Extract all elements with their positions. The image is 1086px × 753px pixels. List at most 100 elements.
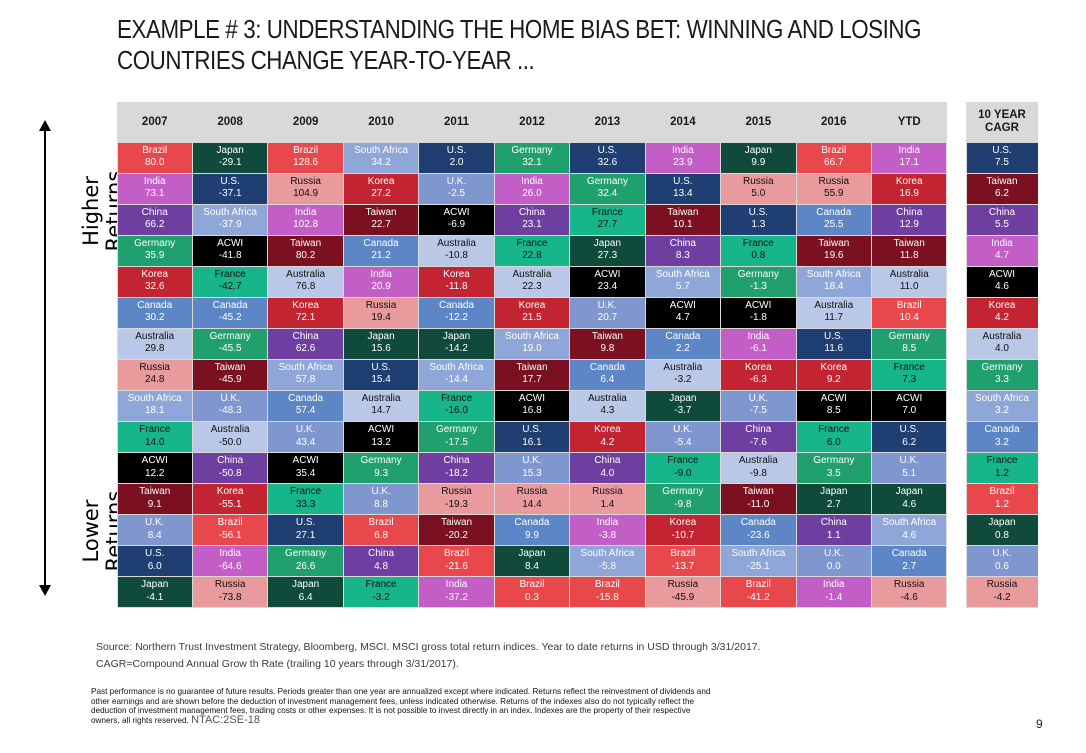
return-cell: Japan 8.4 xyxy=(494,546,570,577)
country-name: France xyxy=(818,424,850,436)
return-cell: France 0.8 xyxy=(721,235,796,266)
return-cell: South Africa 5.7 xyxy=(645,266,721,297)
cagr-cell: Canada 3.2 xyxy=(966,422,1038,453)
country-name: Australia xyxy=(361,392,401,404)
return-value: -3.7 xyxy=(674,405,692,417)
return-cell: Russia 104.9 xyxy=(268,173,343,204)
return-cell: U.S. 6.2 xyxy=(872,422,947,453)
country-name: U.S. xyxy=(522,424,542,436)
return-value: 8.3 xyxy=(675,250,690,262)
return-cell: U.S. 6.0 xyxy=(117,546,192,577)
column-header: YTD xyxy=(897,115,921,128)
return-value: 4.8 xyxy=(374,560,389,572)
country-name: South Africa xyxy=(655,268,710,280)
return-cell: China 12.9 xyxy=(872,204,947,235)
return-cell: U.K. 15.3 xyxy=(494,453,570,484)
return-cell: U.S. 2.0 xyxy=(419,142,494,173)
return-value: 76.8 xyxy=(295,281,316,293)
return-value: 5.0 xyxy=(751,188,766,200)
return-value: 16.1 xyxy=(522,436,542,448)
return-cell: India -3.8 xyxy=(570,515,645,546)
country-name: India xyxy=(672,144,694,156)
return-cell: Germany 8.5 xyxy=(872,328,947,359)
return-cell: Japan -14.2 xyxy=(419,328,494,359)
country-name: India xyxy=(521,175,543,187)
country-name: Germany xyxy=(209,330,251,342)
country-name: Taiwan xyxy=(742,486,774,498)
return-value: 104.9 xyxy=(293,188,319,200)
return-value: 2.7 xyxy=(902,560,917,572)
return-value: 6.2 xyxy=(902,436,917,448)
return-cell: Russia -73.8 xyxy=(192,577,268,608)
return-value: 6.0 xyxy=(826,436,841,448)
country-name: South Africa xyxy=(580,548,635,560)
return-value: 3.5 xyxy=(826,467,841,479)
return-value: 18.1 xyxy=(144,405,165,417)
country-name: Korea xyxy=(141,268,169,280)
return-cell: China 62.6 xyxy=(268,328,343,359)
return-cell: Russia -45.9 xyxy=(645,577,721,608)
return-value: -4.1 xyxy=(146,591,164,603)
return-cell: ACWI -41.8 xyxy=(192,235,268,266)
return-value: -1.3 xyxy=(749,281,767,293)
country-name: India xyxy=(898,144,921,156)
return-value: 66.2 xyxy=(144,219,165,231)
return-value: 2.7 xyxy=(826,498,841,510)
return-value: -4.6 xyxy=(900,591,918,603)
return-cell: Taiwan 19.6 xyxy=(796,235,871,266)
return-value: 10.4 xyxy=(899,312,919,324)
cagr-cell: South Africa 3.2 xyxy=(966,390,1038,422)
return-cell: Germany -45.5 xyxy=(192,328,268,359)
cagr-cell: Australia 4.0 xyxy=(966,328,1038,359)
country-name: South Africa xyxy=(505,330,559,342)
country-name: Australia xyxy=(982,330,1022,342)
country-name: Russia xyxy=(441,486,472,498)
country-name: Korea xyxy=(669,517,697,529)
return-cell: U.K. 20.7 xyxy=(570,297,645,328)
country-name: Japan xyxy=(744,144,772,156)
return-value: -50.0 xyxy=(218,436,242,448)
return-value: 27.1 xyxy=(295,529,316,541)
country-name: U.K. xyxy=(899,455,919,467)
return-value: -14.2 xyxy=(445,343,468,355)
return-cell: China 4.8 xyxy=(343,546,419,577)
return-value: 4.6 xyxy=(902,498,917,510)
return-cell: U.K. 8.4 xyxy=(117,515,192,546)
country-name: China xyxy=(745,424,772,436)
return-value: 1.4 xyxy=(600,498,615,510)
return-cell: South Africa 19.0 xyxy=(494,328,570,359)
return-value: -13.7 xyxy=(671,560,695,572)
country-name: Korea xyxy=(895,175,923,187)
country-name: Japan xyxy=(593,237,622,249)
return-value: 11.6 xyxy=(824,343,844,355)
country-name: India xyxy=(822,579,845,591)
return-value: 23.1 xyxy=(522,219,542,231)
return-cell: U.S. 16.1 xyxy=(494,422,570,453)
cagr-header-line-2: CAGR xyxy=(985,122,1019,134)
return-value: 32.6 xyxy=(597,157,618,168)
country-name: Australia xyxy=(135,330,175,342)
country-name: Taiwan xyxy=(214,361,246,373)
country-name: South Africa xyxy=(975,392,1029,404)
return-cell: Australia 29.8 xyxy=(117,328,192,359)
country-name: Brazil xyxy=(670,548,696,560)
return-cell: ACWI 12.2 xyxy=(117,453,192,484)
country-name: U.S. xyxy=(748,206,769,218)
return-cell: Canada -45.2 xyxy=(192,297,268,328)
return-value: -42.7 xyxy=(218,281,242,293)
return-cell: South Africa -5.8 xyxy=(570,546,645,577)
title-line-2: COUNTRIES CHANGE YEAR-TO-YEAR ... xyxy=(117,45,535,75)
return-cell: Japan 4.6 xyxy=(872,484,947,515)
country-name: Russia xyxy=(667,579,699,591)
country-name: Korea xyxy=(594,424,621,436)
return-cell: Germany 26.6 xyxy=(268,546,343,577)
return-cell: South Africa 18.1 xyxy=(117,390,192,422)
return-cell: Australia 11.7 xyxy=(796,297,871,328)
return-value: -45.9 xyxy=(671,591,695,603)
cagr-value: 1.2 xyxy=(995,498,1009,510)
country-name: ACWI xyxy=(896,392,923,404)
country-name: U.S. xyxy=(992,144,1012,156)
return-value: 1.3 xyxy=(751,219,766,231)
return-value: 8.4 xyxy=(525,560,539,572)
return-cell: Canada 9.9 xyxy=(494,515,570,546)
